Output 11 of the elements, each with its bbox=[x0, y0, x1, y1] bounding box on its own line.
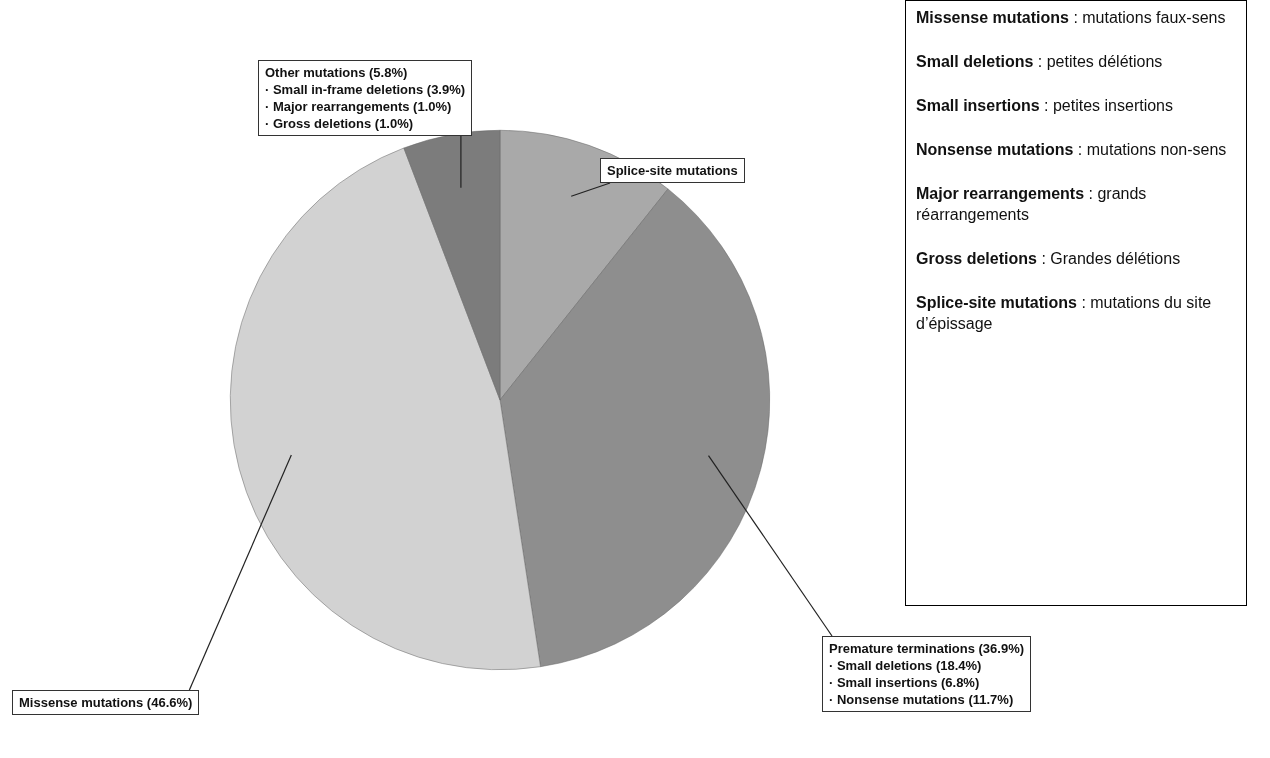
text: Nonsense mutations : mutations non-sens bbox=[916, 140, 1228, 160]
slice-label: Missense mutations (46.6%) bbox=[19, 694, 193, 711]
text: Major rearrangements : grands réarrangements bbox=[916, 185, 1147, 223]
slice-label: Splice-site mutations bbox=[607, 162, 738, 179]
text: Small insertions : petites insertions bbox=[916, 96, 1174, 116]
text: Small deletions : petites délétions bbox=[916, 52, 1164, 72]
text: Missense mutations : mutations faux-sens bbox=[916, 8, 1227, 28]
text: Gross deletions : Grandes délétions bbox=[916, 249, 1182, 269]
slice-label: Other mutations (5.8%) · Small in-frame deletions (3.9%) · Major rearrangements (1.0%) · Gross deletions (1.0%) bbox=[265, 64, 466, 132]
slice-label: Premature terminations (36.9%) · Small deletions (18.4%) · Small insertions (6.8%) · Nonsense mutations (11.7%) bbox=[829, 640, 1025, 708]
text: Splice-site mutations : mutations du site d’épissage bbox=[916, 294, 1212, 332]
